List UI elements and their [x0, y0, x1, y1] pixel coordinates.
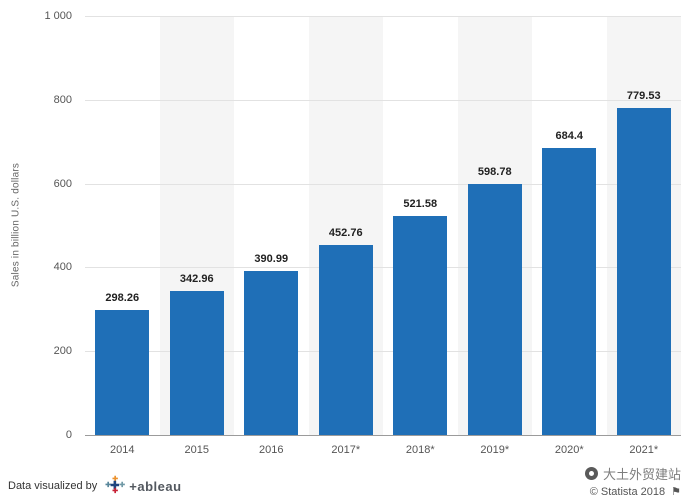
x-tick-label: 2019*	[480, 444, 510, 456]
bar-2017[interactable]	[318, 245, 373, 435]
gridline	[85, 16, 681, 17]
x-tick-label: 2014	[110, 444, 135, 456]
brand-name: 大土外贸建站	[602, 467, 681, 482]
y-tick-label: 1 000	[44, 10, 72, 22]
x-axis-line	[85, 435, 681, 436]
tableau-wordmark: +ableau	[129, 478, 182, 494]
x-tick-label: 2018*	[405, 444, 435, 456]
bar-2019[interactable]	[467, 184, 522, 435]
statista-copyright: © Statista 2018	[589, 485, 666, 498]
tableau-logo[interactable]: +ableau	[97, 477, 181, 495]
bar-value-label: 779.53	[626, 90, 661, 103]
footer-attribution: Data visualized by +ableau	[8, 476, 182, 496]
bar-value-label: 298.26	[105, 292, 140, 305]
tableau-logo-icon	[105, 477, 125, 495]
gridline	[85, 99, 681, 101]
x-tick-label: 2016	[259, 444, 284, 456]
footer-branding: 大土外贸建站 © Statista 2018	[584, 464, 681, 498]
y-tick-label: 0	[65, 429, 72, 441]
bar-value-label: 684.4	[555, 130, 584, 143]
visualized-by-text: Data visualized by	[8, 480, 98, 492]
flag-icon	[671, 485, 681, 498]
bar-2014[interactable]	[95, 310, 150, 435]
x-tick-label: 2015	[184, 444, 209, 456]
brand-line: 大土外贸建站	[584, 464, 681, 483]
bar-value-label: 342.96	[179, 273, 214, 286]
gridline	[85, 183, 681, 185]
bar-value-label: 598.78	[477, 166, 512, 179]
bar-value-label: 521.58	[403, 198, 438, 211]
x-tick-label: 2021*	[629, 444, 659, 456]
bar-2015[interactable]	[169, 291, 224, 435]
y-axis: 1 000 800 600 400 200 0	[0, 10, 78, 441]
copyright-line: © Statista 2018	[585, 485, 681, 498]
bar-value-label: 452.76	[328, 227, 363, 240]
x-tick-label: 2020*	[554, 444, 584, 456]
y-tick-label: 200	[53, 345, 72, 358]
x-tick-label: 2017*	[331, 444, 361, 456]
gridline	[85, 351, 681, 353]
bar-value-label: 390.99	[254, 253, 289, 266]
brand-logo-icon	[584, 467, 598, 480]
gridline	[85, 267, 681, 269]
bar-2021[interactable]	[616, 108, 671, 435]
bar-2016[interactable]	[244, 271, 299, 435]
plot-area: 298.26 2014 342.96 2015 390.99 2016 452.76 2017…	[85, 16, 681, 456]
bar-2018[interactable]	[393, 216, 448, 435]
y-tick-label: 800	[53, 93, 72, 106]
y-tick-label: 600	[53, 177, 72, 190]
y-tick-label: 400	[53, 261, 72, 274]
bar-2020[interactable]	[542, 148, 597, 435]
